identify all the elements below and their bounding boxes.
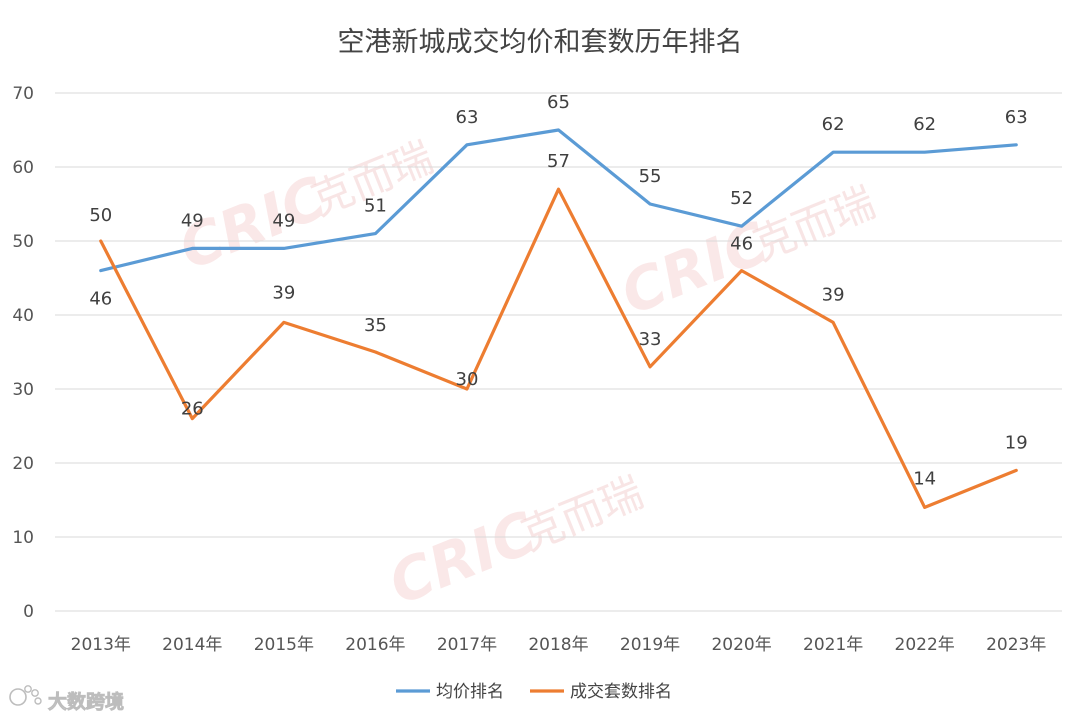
x-tick-label: 2023年 bbox=[986, 635, 1046, 655]
paw-logo-icon bbox=[9, 685, 42, 706]
x-tick-label: 2014年 bbox=[162, 635, 222, 655]
y-axis: 0 10 20 30 40 50 60 70 bbox=[12, 84, 34, 622]
x-tick-label: 2022年 bbox=[895, 635, 955, 655]
series-lines bbox=[99, 128, 1018, 509]
data-label: 51 bbox=[364, 196, 387, 217]
x-tick-label: 2013年 bbox=[71, 635, 131, 655]
data-label: 14 bbox=[913, 468, 936, 489]
y-tick-label: 70 bbox=[12, 84, 34, 104]
data-label: 46 bbox=[89, 289, 112, 310]
data-label: 33 bbox=[639, 329, 662, 350]
data-label: 30 bbox=[456, 369, 479, 390]
watermark-brand-cn: 克而瑞 bbox=[514, 467, 649, 560]
x-tick-label: 2015年 bbox=[254, 635, 314, 655]
watermark-layer: CRIC 克而瑞 CRIC 克而瑞 CRIC 克而瑞 bbox=[170, 132, 882, 618]
chart-title: 空港新城成交均价和套数历年排名 bbox=[338, 27, 743, 58]
data-label: 63 bbox=[1005, 107, 1028, 128]
data-label: 39 bbox=[272, 282, 295, 303]
y-tick-label: 0 bbox=[23, 602, 34, 622]
legend: 均价排名 成交套数排名 bbox=[396, 682, 672, 702]
y-tick-label: 50 bbox=[12, 232, 34, 252]
source-logo: 大数跨境 bbox=[9, 685, 124, 713]
watermark-brand-cn: 克而瑞 bbox=[746, 177, 881, 270]
y-tick-label: 20 bbox=[12, 454, 34, 474]
data-label: 62 bbox=[913, 114, 936, 135]
data-label: 39 bbox=[822, 284, 845, 305]
y-tick-label: 10 bbox=[12, 528, 34, 548]
data-label: 63 bbox=[456, 107, 479, 128]
y-tick-label: 40 bbox=[12, 306, 34, 326]
source-logo-text: 大数跨境 bbox=[48, 690, 124, 713]
legend-label: 成交套数排名 bbox=[570, 682, 672, 702]
data-label: 62 bbox=[822, 114, 845, 135]
data-label: 52 bbox=[730, 188, 753, 209]
data-label: 50 bbox=[89, 205, 112, 226]
data-label: 35 bbox=[364, 315, 387, 336]
data-label: 19 bbox=[1005, 432, 1028, 453]
legend-label: 均价排名 bbox=[436, 682, 504, 702]
series-line-0 bbox=[99, 128, 1018, 273]
y-tick-label: 60 bbox=[12, 158, 34, 178]
x-tick-label: 2019年 bbox=[620, 635, 680, 655]
data-label: 57 bbox=[547, 151, 570, 172]
series-line-1 bbox=[99, 187, 1018, 509]
x-tick-label: 2021年 bbox=[803, 635, 863, 655]
gridlines bbox=[55, 92, 1062, 612]
data-label: 26 bbox=[181, 399, 204, 420]
x-axis: 2013年 2014年 2015年 2016年 2017年 2018年 2019年 2020年… bbox=[71, 635, 1047, 655]
data-label: 46 bbox=[730, 234, 753, 255]
y-tick-label: 30 bbox=[12, 380, 34, 400]
data-label: 65 bbox=[547, 92, 570, 113]
data-label: 49 bbox=[181, 210, 204, 231]
data-label: 55 bbox=[639, 166, 662, 187]
x-tick-label: 2017年 bbox=[437, 635, 497, 655]
x-tick-label: 2016年 bbox=[345, 635, 405, 655]
x-tick-label: 2020年 bbox=[711, 635, 771, 655]
data-labels: 46 49 49 51 63 65 55 52 62 62 63 50 26 39 35 30 57 33 46 39… bbox=[89, 92, 1027, 489]
data-label: 49 bbox=[272, 210, 295, 231]
x-tick-label: 2018年 bbox=[528, 635, 588, 655]
